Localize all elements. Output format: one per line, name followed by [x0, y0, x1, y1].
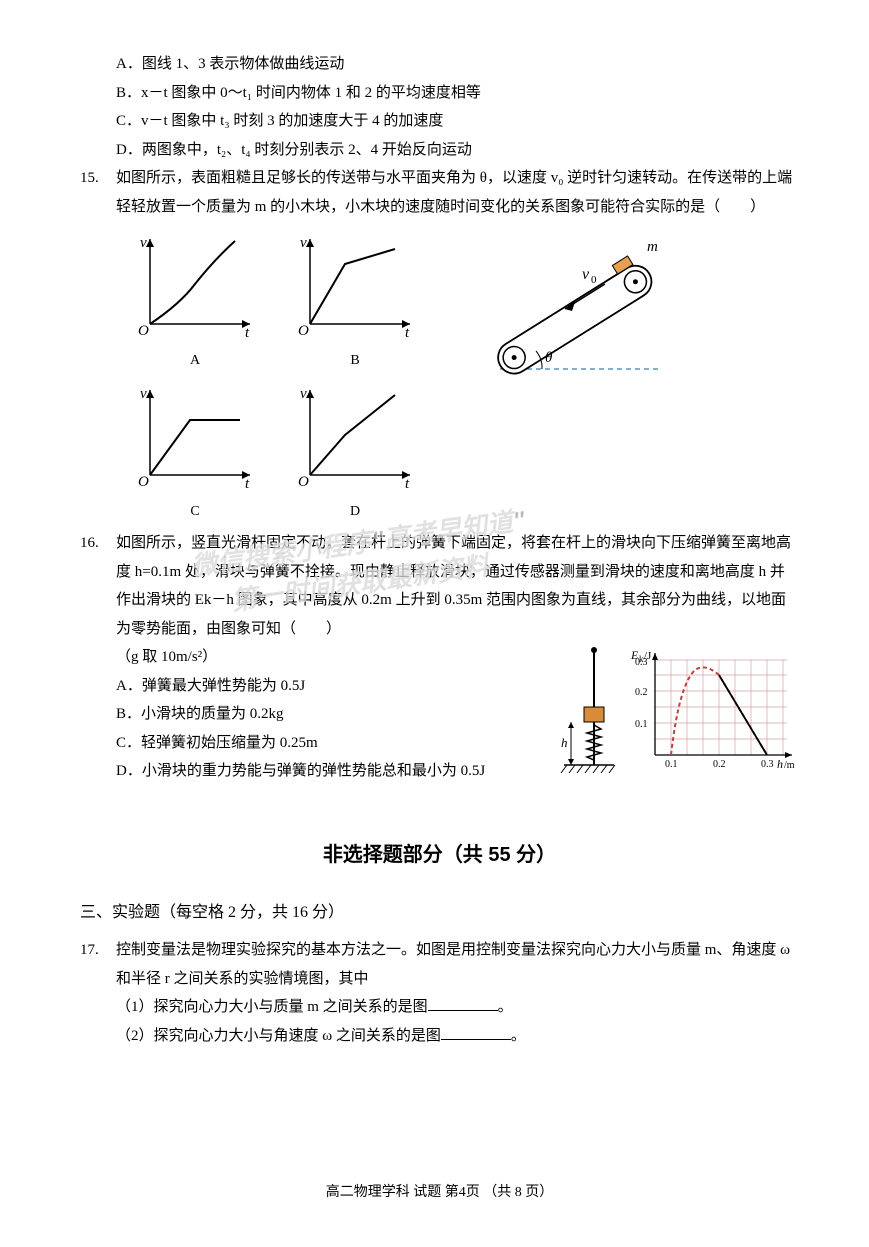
q14-option-D: D．两图象中，t₂、t₄ 时刻分别表示 2、4 开始反向运动: [80, 136, 799, 165]
svg-text:t: t: [405, 476, 410, 490]
q15-graph-A: v t O A: [130, 229, 260, 374]
svg-text:0.3: 0.3: [635, 657, 648, 668]
svg-text:O: O: [138, 474, 149, 490]
q15-number: 15.: [80, 164, 116, 221]
q14-option-C: C．v－t 图象中 t₃ 时刻 3 的加速度大于 4 的加速度: [80, 107, 799, 136]
svg-text:v: v: [300, 235, 307, 251]
q15-graph-D: v t O D: [290, 380, 420, 525]
q15-graph-C: v t O C: [130, 380, 260, 525]
svg-text:0.2: 0.2: [713, 759, 726, 770]
q16-number: 16.: [80, 529, 116, 643]
svg-text:O: O: [298, 474, 309, 490]
q15-label-C: C: [130, 499, 260, 526]
q15-label-B: B: [290, 348, 420, 375]
q17-period1: 。: [498, 999, 513, 1015]
svg-text:m: m: [647, 239, 658, 255]
q15-belt-figure: v 0 m θ: [450, 229, 680, 400]
q17-blank2[interactable]: [441, 1024, 511, 1040]
svg-text:v: v: [140, 386, 147, 402]
svg-text:0.2: 0.2: [635, 687, 648, 698]
q15-label-D: D: [290, 499, 420, 526]
q14-option-A: A．图线 1、3 表示物体做曲线运动: [80, 50, 799, 79]
q17-blank1[interactable]: [428, 995, 498, 1011]
q17-stem: 控制变量法是物理实验探究的基本方法之一。如图是用控制变量法探究向心力大小与质量 …: [116, 942, 790, 987]
q15-graph-B: v t O B: [290, 229, 420, 374]
q17-sub1: （1）探究向心力大小与质量 m 之间关系的是图: [116, 999, 428, 1015]
q17-sub2: （2）探究向心力大小与角速度 ω 之间关系的是图: [116, 1028, 441, 1044]
q16-chart: E k /J h /m 0.1 0.2 0.3 0.1 0.2 0.3: [627, 645, 797, 786]
section3-title: 三、实验题（每空格 2 分，共 16 分）: [80, 898, 799, 928]
q16-stem: 如图所示，竖直光滑杆固定不动，套在杆上的弹簧下端固定，将套在杆上的滑块向下压缩弹…: [116, 529, 799, 643]
q16-gnote: （g 取 10m/s²）: [116, 643, 547, 672]
svg-text:0.1: 0.1: [635, 719, 648, 730]
q15-label-A: A: [130, 348, 260, 375]
q16-option-B: B．小滑块的质量为 0.2kg: [116, 700, 547, 729]
svg-text:θ: θ: [545, 350, 553, 366]
svg-text:h: h: [777, 757, 783, 771]
svg-text:t: t: [245, 476, 250, 490]
svg-text:v: v: [582, 266, 590, 283]
q16-option-A: A．弹簧最大弹性势能为 0.5J: [116, 672, 547, 701]
svg-text:h: h: [561, 735, 568, 750]
q16-option-C: C．轻弹簧初始压缩量为 0.25m: [116, 729, 547, 758]
svg-text:v: v: [140, 235, 147, 251]
q16-spring-figure: h: [559, 645, 619, 786]
q14-option-B: B．x－t 图象中 0～t₁ 时间内物体 1 和 2 的平均速度相等: [80, 79, 799, 108]
svg-text:t: t: [245, 325, 250, 339]
q15-stem: 如图所示，表面粗糙且足够长的传送带与水平面夹角为 θ，以速度 v₀ 逆时针匀速转…: [116, 164, 799, 221]
section2-title: 非选择题部分（共 55 分）: [80, 836, 799, 874]
svg-text:O: O: [138, 323, 149, 339]
svg-text:0: 0: [591, 274, 597, 286]
svg-text:0.1: 0.1: [665, 759, 678, 770]
svg-text:/m: /m: [784, 760, 795, 771]
page-footer: 高二物理学科 试题 第4页 （共 8 页）: [80, 1180, 799, 1207]
q17-number: 17.: [80, 936, 116, 1050]
svg-text:0.3: 0.3: [761, 759, 774, 770]
q16-option-D: D．小滑块的重力势能与弹簧的弹性势能总和最小为 0.5J: [116, 757, 547, 786]
svg-text:t: t: [405, 325, 410, 339]
q17-period2: 。: [511, 1028, 526, 1044]
svg-text:O: O: [298, 323, 309, 339]
svg-text:v: v: [300, 386, 307, 402]
